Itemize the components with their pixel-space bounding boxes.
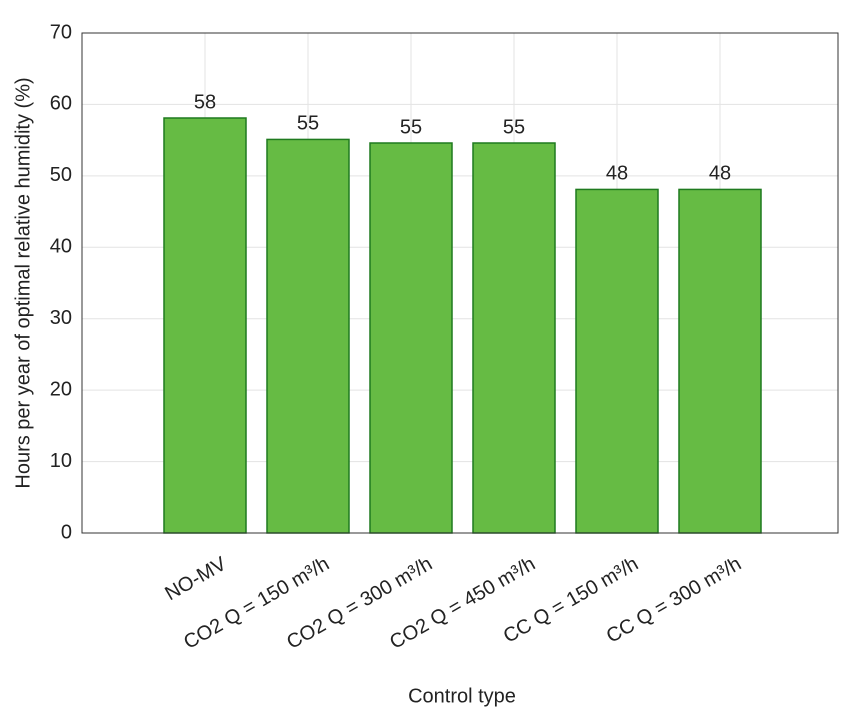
data-label: 55 — [503, 116, 525, 138]
plot-frame — [81, 32, 839, 534]
bar — [369, 142, 453, 534]
y-axis-label: Hours per year of optimal relative humid… — [12, 77, 34, 488]
y-tick-label: 0 — [61, 521, 72, 543]
x-axis-label: Control type — [408, 685, 516, 707]
bar — [163, 117, 247, 534]
bar — [266, 138, 350, 534]
bar — [472, 142, 556, 534]
bar — [678, 188, 762, 534]
y-tick-label: 60 — [50, 93, 72, 115]
data-label: 48 — [709, 163, 731, 185]
data-label: 58 — [194, 91, 216, 113]
y-tick-label: 70 — [50, 21, 72, 43]
data-label: 55 — [400, 116, 422, 138]
data-label: 55 — [297, 113, 319, 135]
y-tick-label: 50 — [50, 164, 72, 186]
bar — [575, 188, 659, 534]
y-tick-label: 40 — [50, 236, 72, 258]
y-tick-label: 30 — [50, 307, 72, 329]
y-tick-label: 10 — [50, 450, 72, 472]
y-tick-label: 20 — [50, 378, 72, 400]
x-tick-label: NO-MV — [161, 553, 230, 606]
data-label: 48 — [606, 163, 628, 185]
